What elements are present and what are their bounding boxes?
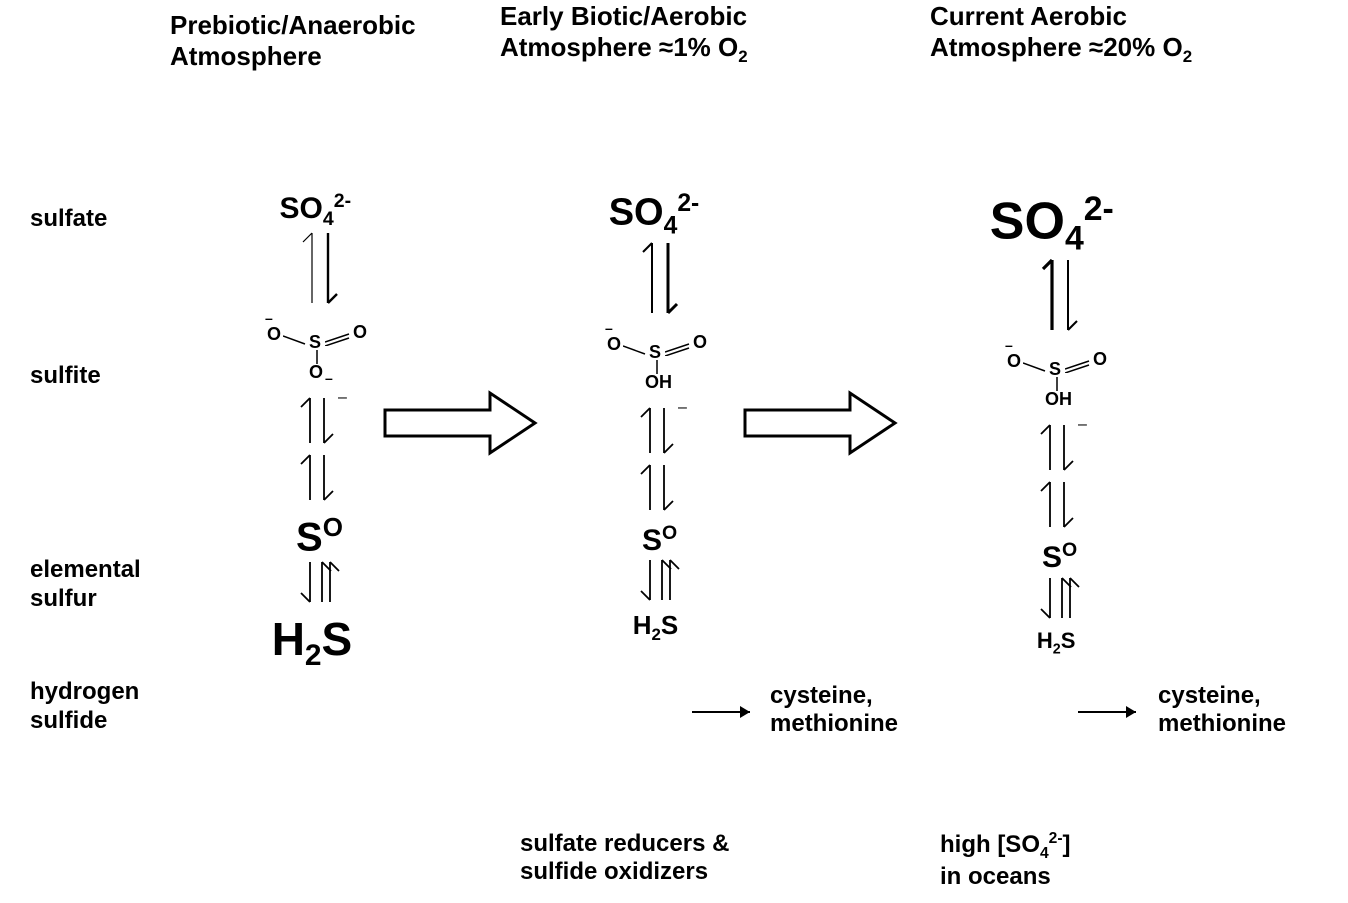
sulfite-O-right: O (353, 322, 367, 343)
label-elemental-l1: elemental (30, 556, 141, 585)
caption-col3-l1-sup: 2- (1049, 830, 1063, 847)
S-sup: O (1062, 539, 1077, 561)
sulfite-O-right: O (1093, 349, 1107, 370)
label-sulfite: sulfite (30, 362, 101, 391)
sulfite-struct: O – S O OH (605, 330, 715, 400)
so4-base: SO (280, 192, 323, 225)
header-col2-line1: Early Biotic/Aerobic (500, 1, 748, 32)
so4-base: SO (609, 192, 664, 234)
label-hydrogen: hydrogen sulfide (30, 678, 139, 736)
header-col3-line2-sub: 2 (1183, 47, 1192, 66)
column-early-biotic: SO42- O – S O OH – S (555, 190, 765, 770)
product-col3-met: methionine (1158, 710, 1286, 738)
H-suffix: S (1061, 628, 1076, 653)
species-h2s: H2S (272, 612, 353, 673)
H-base: H (272, 613, 305, 665)
product-col3-cys: cysteine, (1158, 682, 1286, 710)
caption-col3-l2: in oceans (940, 863, 1071, 891)
label-elemental-l2: sulfur (30, 585, 141, 614)
caption-col3-l1-prefix: high [SO (940, 831, 1040, 858)
H-base: H (1037, 628, 1053, 653)
sulfite-struct: O – S O O – (265, 320, 375, 390)
header-col2-line2-prefix: Atmosphere ≈1% O (500, 32, 738, 62)
H-sub: 2 (1053, 641, 1061, 657)
S-sup: O (662, 522, 677, 544)
header-col3-line2: Atmosphere ≈20% O2 (930, 32, 1192, 67)
header-col2-line2: Atmosphere ≈1% O2 (500, 32, 748, 67)
svg-text:–: – (338, 394, 347, 406)
caption-col3-l1: high [SO42-] (940, 830, 1071, 863)
sulfite-O-right: O (693, 332, 707, 353)
product-arrow-col3 (1078, 702, 1148, 722)
product-text-col3: cysteine, methionine (1158, 682, 1286, 738)
arrows-sulfite-S: – (555, 404, 765, 522)
H-base: H (633, 610, 652, 640)
arrows-sulfate-sulfite (215, 228, 425, 312)
S-base: S (296, 515, 323, 559)
column-current: SO42- O – S O OH – S (955, 190, 1165, 770)
label-elemental: elemental sulfur (30, 556, 141, 614)
arrows-sulfate-sulfite (555, 238, 765, 322)
header-col3-line2-prefix: Atmosphere ≈20% O (930, 32, 1183, 62)
so4-sub: 4 (664, 212, 678, 239)
so4-sub: 4 (1065, 220, 1084, 258)
H-sub: 2 (651, 625, 660, 644)
species-elemental-sulfur: SO (296, 512, 343, 560)
so4-sup: 2- (334, 190, 351, 212)
species-h2s: H2S (633, 610, 679, 645)
S-base: S (1042, 541, 1062, 574)
species-elemental-sulfur: SO (1042, 539, 1077, 575)
so4-sup: 2- (1084, 190, 1114, 228)
transition-arrow-1 (380, 388, 540, 458)
transition-arrow-2 (740, 388, 900, 458)
sulfite-O-left: O (607, 334, 621, 355)
S-sup: O (323, 512, 343, 542)
H-sub: 2 (305, 639, 322, 672)
svg-text:–: – (678, 404, 687, 416)
sulfite-O-left: O (267, 324, 281, 345)
S-base: S (642, 524, 662, 557)
column-prebiotic: SO42- O – S O O – – S (215, 190, 425, 770)
species-sulfate: SO42- (990, 190, 1114, 259)
caption-col2-l2: sulfide oxidizers (520, 858, 729, 886)
header-col1-line1: Prebiotic/Anaerobic (170, 10, 416, 41)
header-col3: Current Aerobic Atmosphere ≈20% O2 (930, 1, 1192, 68)
label-hydrogen-l2: sulfide (30, 707, 139, 736)
product-arrow-col2 (692, 702, 762, 722)
species-sulfate: SO42- (609, 190, 700, 240)
sulfite-bottom: OH (645, 372, 672, 393)
label-sulfate: sulfate (30, 205, 107, 234)
product-col2-met: methionine (770, 710, 898, 738)
arrows-S-H2S (955, 574, 1165, 626)
caption-col2-l1: sulfate reducers & (520, 830, 729, 858)
product-text-col2: cysteine, methionine (770, 682, 898, 738)
svg-text:–: – (1078, 421, 1087, 433)
sulfite-struct: O – S O OH (1005, 347, 1115, 417)
header-col3-line1: Current Aerobic (930, 1, 1192, 32)
caption-col3-l1-suffix: ] (1063, 831, 1071, 858)
H-suffix: S (661, 610, 678, 640)
sulfite-bottom: OH (1045, 389, 1072, 410)
arrows-sulfate-sulfite (955, 255, 1165, 339)
caption-col3-l1-sub: 4 (1040, 845, 1049, 862)
label-hydrogen-l1: hydrogen (30, 678, 139, 707)
species-elemental-sulfur: SO (642, 522, 677, 558)
header-col1: Prebiotic/Anaerobic Atmosphere (170, 10, 416, 72)
arrows-S-H2S (555, 556, 765, 608)
arrows-S-H2S (215, 558, 425, 610)
arrows-sulfite-S: – (955, 421, 1165, 539)
caption-col2: sulfate reducers & sulfide oxidizers (520, 830, 729, 886)
so4-base: SO (990, 192, 1065, 250)
header-col2-line2-sub: 2 (738, 47, 747, 66)
species-h2s: H2S (1037, 628, 1076, 657)
sulfite-bottom: O (309, 362, 323, 383)
so4-sup: 2- (677, 190, 699, 217)
header-col1-line2: Atmosphere (170, 41, 416, 72)
header-col2: Early Biotic/Aerobic Atmosphere ≈1% O2 (500, 1, 748, 68)
caption-col3: high [SO42-] in oceans (940, 830, 1071, 891)
sulfite-O-left: O (1007, 351, 1021, 372)
species-sulfate: SO42- (280, 190, 352, 231)
product-col2-cys: cysteine, (770, 682, 898, 710)
H-suffix: S (322, 613, 353, 665)
